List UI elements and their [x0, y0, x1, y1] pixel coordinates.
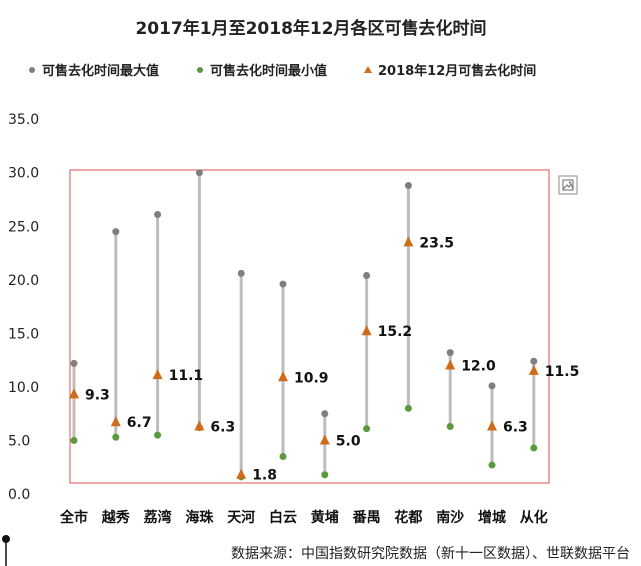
data-label: 9.3	[85, 387, 110, 403]
min-point	[446, 423, 454, 431]
data-label: 11.5	[545, 364, 580, 380]
legend-marker	[29, 67, 35, 73]
max-point	[321, 410, 329, 418]
legend-label: 可售去化时间最小值	[210, 63, 327, 79]
min-point	[70, 436, 78, 444]
data-label: 23.5	[419, 235, 454, 251]
chart-title: 2017年1月至2018年12月各区可售去化时间	[135, 18, 486, 39]
y-tick-label: 15.0	[8, 326, 39, 342]
legend-label: 可售去化时间最大值	[42, 63, 159, 79]
max-point	[195, 169, 203, 177]
x-tick-label: 黄埔	[311, 509, 339, 526]
y-tick-label: 5.0	[8, 433, 30, 449]
min-point	[530, 444, 538, 452]
x-tick-label: 增城	[478, 509, 506, 526]
current-marker	[236, 468, 247, 479]
x-axis: 全市 越秀 荔湾 海珠 天河 白云 黄埔 番禺 花都 南沙 增城 从化	[59, 509, 548, 526]
data-label: 6.3	[210, 420, 235, 436]
y-tick-label: 0.0	[8, 487, 30, 503]
data-label: 12.0	[461, 358, 496, 374]
current-marker	[487, 420, 497, 431]
data-label: 6.3	[503, 420, 528, 436]
current-marker	[403, 236, 414, 247]
x-tick-label: 海珠	[185, 509, 214, 526]
current-marker	[110, 416, 121, 427]
x-tick-label: 越秀	[101, 509, 131, 526]
min-point	[112, 433, 120, 441]
min-point	[321, 471, 329, 479]
min-point	[154, 431, 162, 439]
current-marker	[69, 388, 79, 399]
data-label: 15.2	[378, 324, 413, 340]
chart-image-icon[interactable]	[558, 175, 578, 195]
current-marker	[445, 359, 456, 370]
current-marker	[278, 371, 288, 382]
min-point	[363, 425, 371, 433]
current-marker	[528, 364, 539, 375]
max-point	[446, 349, 454, 357]
current-marker	[194, 420, 205, 431]
legend-marker	[364, 66, 372, 73]
data-label: 10.9	[294, 370, 329, 386]
source-note: 数据来源：中国指数研究院数据（新十一区数据）、世联数据平台	[231, 546, 630, 562]
x-tick-label: 天河	[227, 509, 255, 526]
legend-marker	[197, 67, 203, 73]
selection-frame	[69, 169, 550, 484]
current-marker	[152, 369, 163, 380]
y-tick-label: 20.0	[8, 273, 39, 289]
x-tick-label: 全市	[59, 509, 88, 526]
max-point	[279, 280, 287, 288]
min-point	[488, 461, 496, 469]
legend-label: 2018年12月可售去化时间	[378, 63, 536, 79]
max-point	[363, 272, 371, 280]
x-tick-label: 南沙	[436, 509, 464, 526]
max-point	[70, 359, 78, 367]
max-point	[530, 357, 538, 365]
y-tick-label: 25.0	[8, 219, 39, 235]
data-label: 11.1	[169, 368, 204, 384]
plot-area: 9.3 6.7 11.1 6.3 1.8 10.9 5.0 15.2 23.5 12.0 6.3 11…	[69, 169, 579, 484]
data-label: 1.8	[252, 468, 277, 484]
data-label: 6.7	[127, 415, 152, 431]
x-tick-label: 荔湾	[143, 509, 172, 526]
anchor-handle	[2, 535, 10, 566]
legend: 可售去化时间最大值 可售去化时间最小值 2018年12月可售去化时间	[29, 63, 536, 79]
max-point	[154, 210, 162, 218]
x-tick-label: 番禺	[352, 509, 381, 526]
max-point	[488, 382, 496, 390]
min-point	[279, 453, 287, 461]
x-tick-label: 花都	[394, 509, 422, 526]
x-tick-label: 白云	[269, 509, 297, 526]
data-label: 5.0	[336, 433, 361, 449]
x-tick-label: 从化	[520, 509, 548, 526]
max-point	[237, 269, 245, 277]
min-point	[404, 404, 412, 412]
max-point	[404, 182, 412, 190]
y-tick-label: 10.0	[8, 380, 39, 396]
y-tick-label: 35.0	[8, 112, 39, 128]
max-point	[112, 228, 120, 236]
current-marker	[319, 434, 330, 445]
y-axis: 0.0 5.0 10.0 15.0 20.0 25.0 30.0 35.0	[8, 112, 39, 503]
y-tick-label: 30.0	[8, 166, 39, 182]
current-marker	[361, 325, 372, 336]
